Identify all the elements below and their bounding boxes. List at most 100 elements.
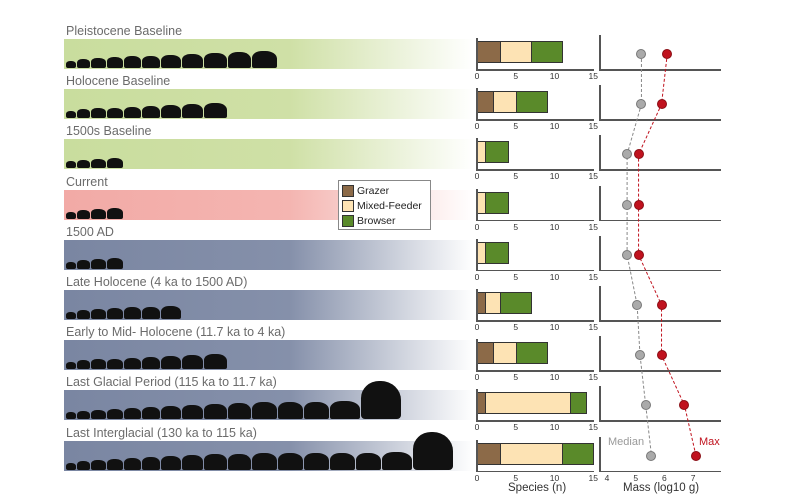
species-tick-label: 5 — [513, 472, 519, 483]
mass-tick-label: 4 — [604, 472, 610, 483]
bar-browser — [570, 392, 587, 415]
animal-silhouette-icon — [106, 458, 123, 470]
fauna-band — [64, 381, 474, 421]
mass-y-axis — [599, 185, 601, 221]
species-tick-label: 10 — [549, 121, 560, 132]
animal-silhouette-icon — [77, 159, 91, 169]
animal-silhouette-icon — [161, 305, 182, 319]
animal-silhouette-icon — [182, 53, 204, 68]
animal-silhouettes — [66, 207, 123, 219]
mass-x-axis — [599, 320, 721, 322]
bar-x-axis — [476, 370, 594, 372]
species-tick-label: 15 — [588, 221, 598, 232]
species-tick-label: 15 — [588, 322, 598, 332]
mass-x-axis — [599, 219, 721, 222]
bar-browser — [484, 241, 509, 264]
animal-silhouette-icon — [227, 403, 252, 420]
legend-item-mixed-feeder: Mixed-Feeder — [342, 198, 427, 213]
animal-silhouette-icon — [66, 412, 76, 420]
animal-silhouette-icon — [356, 452, 382, 470]
animal-silhouette-icon — [91, 309, 106, 319]
species-tick-label: 5 — [513, 372, 519, 383]
animal-silhouette-icon — [106, 358, 123, 370]
max-point — [662, 49, 673, 59]
mass-y-axis — [599, 336, 601, 372]
median-point — [635, 350, 645, 361]
legend-label: Grazer — [357, 184, 390, 197]
row-title: Holocene Baseline — [66, 74, 171, 89]
animal-silhouette-icon — [182, 354, 204, 370]
mass-x-axis — [599, 420, 721, 422]
bar-y-axis — [476, 238, 478, 271]
species-tick-label: 0 — [474, 472, 480, 483]
species-tick-label: 5 — [513, 322, 519, 332]
animal-silhouette-icon — [382, 451, 413, 470]
animal-silhouette-icon — [204, 454, 227, 470]
species-tick-label: 15 — [588, 422, 598, 433]
animal-silhouette-icon — [66, 211, 76, 219]
animal-silhouette-icon — [91, 359, 106, 370]
animal-silhouette-icon — [91, 459, 106, 470]
bar-browser — [515, 91, 548, 114]
species-tick-label: 0 — [474, 322, 480, 332]
animal-silhouette-icon — [66, 261, 76, 269]
bar-x-axis — [476, 219, 594, 222]
animal-silhouette-icon — [141, 55, 161, 68]
animal-silhouette-icon — [106, 57, 123, 68]
legend-item-browser: Browser — [342, 213, 427, 228]
mass-tick-label: 5 — [633, 472, 639, 483]
animal-silhouette-icon — [91, 58, 106, 68]
animal-silhouette-icon — [227, 51, 252, 68]
bar-y-axis — [476, 188, 478, 221]
mass-y-axis — [599, 286, 601, 321]
row-title: 1500s Baseline — [66, 124, 152, 139]
legend-label: Browser — [357, 214, 396, 227]
row-title: Late Holocene (4 ka to 1500 AD) — [66, 275, 248, 289]
fauna-band — [64, 290, 474, 320]
animal-silhouette-icon — [161, 104, 182, 119]
row-title: 1500 AD — [66, 224, 114, 239]
animal-silhouette-icon — [161, 54, 182, 68]
legend: Grazer Mixed-Feeder Browser — [338, 180, 431, 230]
grazer-swatch — [342, 184, 354, 197]
animal-silhouette-icon — [77, 259, 91, 269]
bar-browser — [515, 342, 548, 365]
animal-silhouettes — [66, 305, 182, 319]
mass-x-axis — [599, 370, 721, 372]
animal-silhouette-icon — [252, 51, 278, 68]
animal-silhouette-icon — [252, 452, 278, 470]
bar-x-axis — [476, 69, 594, 71]
animal-silhouette-icon — [106, 258, 123, 269]
species-tick-label: 5 — [513, 121, 519, 132]
species-tick-label: 0 — [474, 271, 480, 282]
bar-x-axis — [476, 420, 594, 422]
species-tick-label: 15 — [588, 372, 598, 383]
species-tick-label: 0 — [474, 221, 480, 232]
animal-silhouette-icon — [106, 408, 123, 420]
animal-silhouette-icon — [77, 410, 91, 420]
median-point — [646, 450, 657, 461]
animal-silhouette-icon — [278, 402, 304, 420]
species-tick-label: 15 — [588, 171, 598, 182]
bar-y-axis — [476, 439, 478, 472]
animal-silhouette-icon — [106, 207, 123, 219]
animal-silhouette-icon — [77, 310, 91, 319]
animal-silhouette-icon — [361, 381, 402, 420]
animal-silhouette-icon — [91, 208, 106, 219]
mass-y-axis — [599, 436, 601, 472]
species-tick-label: 0 — [474, 71, 480, 81]
animal-silhouette-icon — [182, 455, 204, 470]
max-point — [633, 249, 644, 260]
species-tick-label: 5 — [513, 71, 519, 81]
animal-silhouettes — [66, 258, 123, 269]
animal-silhouette-icon — [66, 362, 76, 370]
species-tick-label: 5 — [513, 221, 519, 232]
animal-silhouettes — [66, 381, 402, 420]
species-tick-label: 5 — [513, 422, 519, 433]
animal-silhouette-icon — [66, 161, 76, 169]
species-tick-label: 10 — [549, 71, 560, 81]
median-point — [636, 99, 647, 110]
animal-silhouette-icon — [77, 109, 91, 119]
species-tick-label: 15 — [588, 121, 598, 132]
row-title: Last Glacial Period (115 ka to 11.7 ka) — [66, 375, 277, 390]
